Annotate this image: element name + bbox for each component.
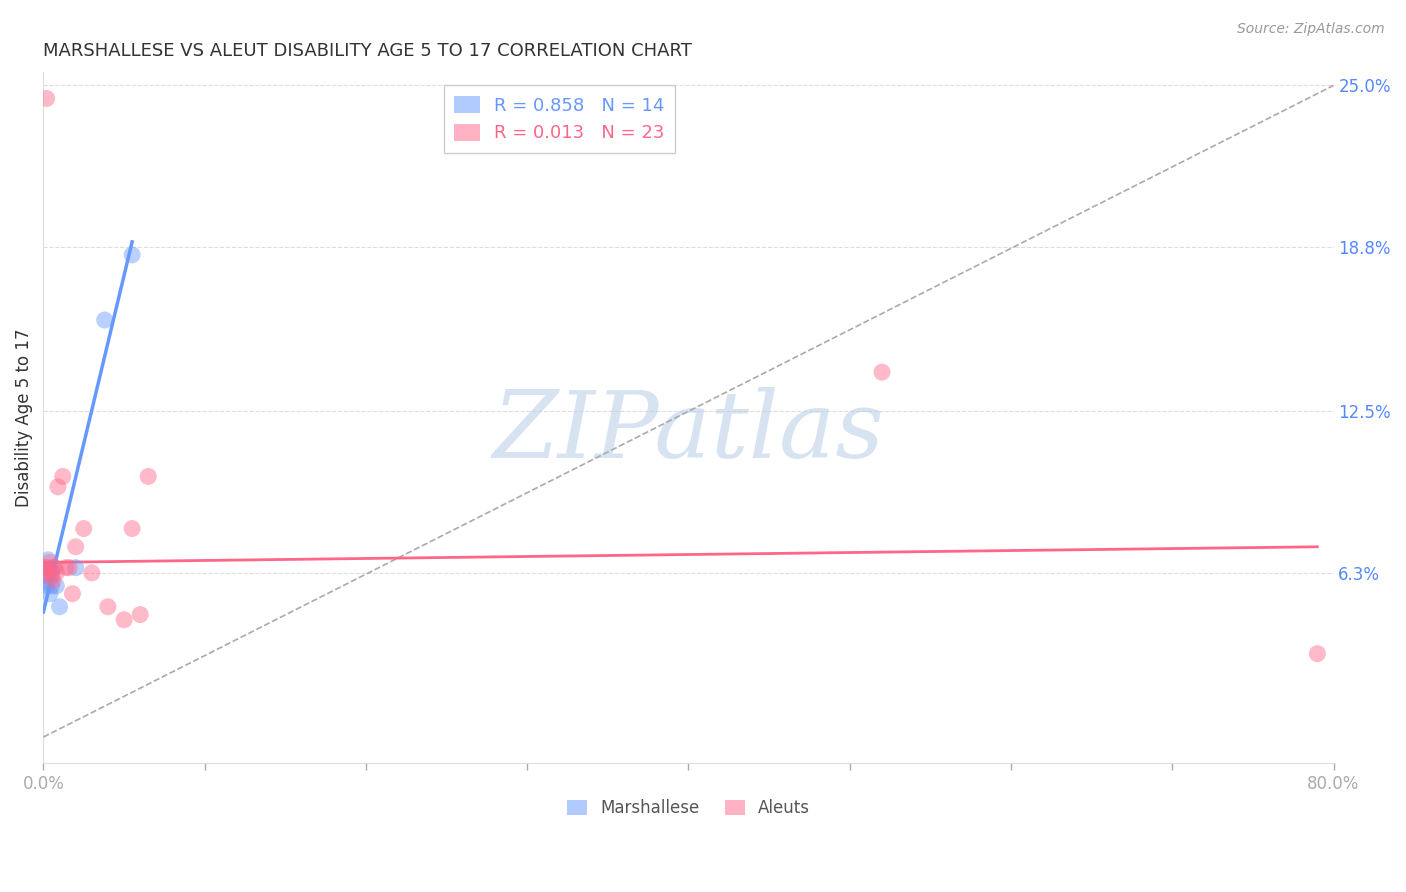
Point: [97, 599, 120, 614]
Point: [35, 566, 58, 580]
Point: [73, 522, 96, 536]
Point: [38, 587, 60, 601]
Point: [37, 553, 59, 567]
Point: [80, 566, 103, 580]
Point: [37, 574, 59, 588]
Point: [62, 587, 84, 601]
Point: [38, 563, 60, 577]
Point: [136, 469, 159, 483]
Point: [41, 566, 63, 580]
Point: [93, 313, 115, 327]
Point: [35, 579, 58, 593]
Y-axis label: Disability Age 5 to 17: Disability Age 5 to 17: [15, 328, 32, 507]
Point: [42, 574, 65, 588]
Point: [129, 607, 152, 622]
Text: Source: ZipAtlas.com: Source: ZipAtlas.com: [1237, 22, 1385, 37]
Point: [870, 365, 893, 379]
Point: [46, 480, 69, 494]
Point: [38, 556, 60, 570]
Point: [37, 560, 59, 574]
Text: MARSHALLESE VS ALEUT DISABILITY AGE 5 TO 17 CORRELATION CHART: MARSHALLESE VS ALEUT DISABILITY AGE 5 TO…: [44, 42, 692, 60]
Point: [112, 613, 135, 627]
Point: [121, 248, 143, 262]
Point: [45, 579, 67, 593]
Point: [42, 560, 65, 574]
Point: [44, 560, 66, 574]
Point: [41, 579, 63, 593]
Point: [41, 568, 63, 582]
Point: [58, 560, 80, 574]
Point: [34, 560, 56, 574]
Point: [48, 599, 70, 614]
Point: [45, 566, 67, 580]
Point: [35, 91, 58, 105]
Point: [34, 568, 56, 582]
Point: [52, 469, 75, 483]
Text: ZIPatlas: ZIPatlas: [492, 386, 884, 476]
Legend: Marshallese, Aleuts: Marshallese, Aleuts: [561, 792, 817, 824]
Point: [65, 540, 87, 554]
Point: [65, 560, 87, 574]
Point: [121, 522, 143, 536]
Point: [1306, 647, 1329, 661]
Point: [55, 560, 77, 574]
